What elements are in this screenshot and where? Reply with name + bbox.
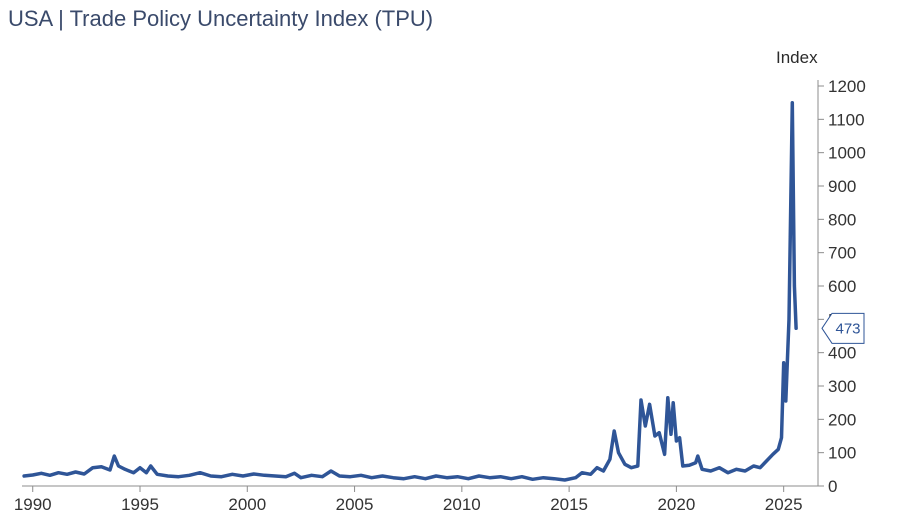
series-line [22,100,798,482]
y-tick-label: 200 [828,410,856,429]
y-tick-label: 800 [828,210,856,229]
y-tick-label: 600 [828,277,856,296]
x-tick-label: 2000 [228,495,266,514]
x-tick-label: 2015 [550,495,588,514]
last-value-box [821,312,865,344]
x-tick-label: 2005 [336,495,374,514]
y-tick-label: 700 [828,244,856,263]
series-group [22,100,798,482]
axes: 1990 1995 2000 2005 2010 2015 2020 2025 0 100 200 3… [14,77,866,514]
y-tick-label: 1000 [828,144,866,163]
last-value-label: 473 [835,320,860,337]
x-tick-label: 1990 [14,495,52,514]
y-tick-label: 400 [828,344,856,363]
y-tick-label: 300 [828,377,856,396]
y-tick-label: 1100 [828,110,865,129]
y-tick-label: 100 [828,444,856,463]
x-tick-label: 2010 [443,495,481,514]
last-value-callout: 473 [821,312,865,344]
x-tick-label: 1995 [121,495,159,514]
y-tick-label: 0 [828,477,837,496]
y-tick-label: 1200 [828,77,866,96]
y-axis-unit-label: Index [776,48,818,67]
x-tick-label: 2025 [765,495,803,514]
x-tick-label: 2020 [657,495,695,514]
chart-title: USA | Trade Policy Uncertainty Index (TP… [8,6,434,31]
y-tick-label: 900 [828,177,856,196]
